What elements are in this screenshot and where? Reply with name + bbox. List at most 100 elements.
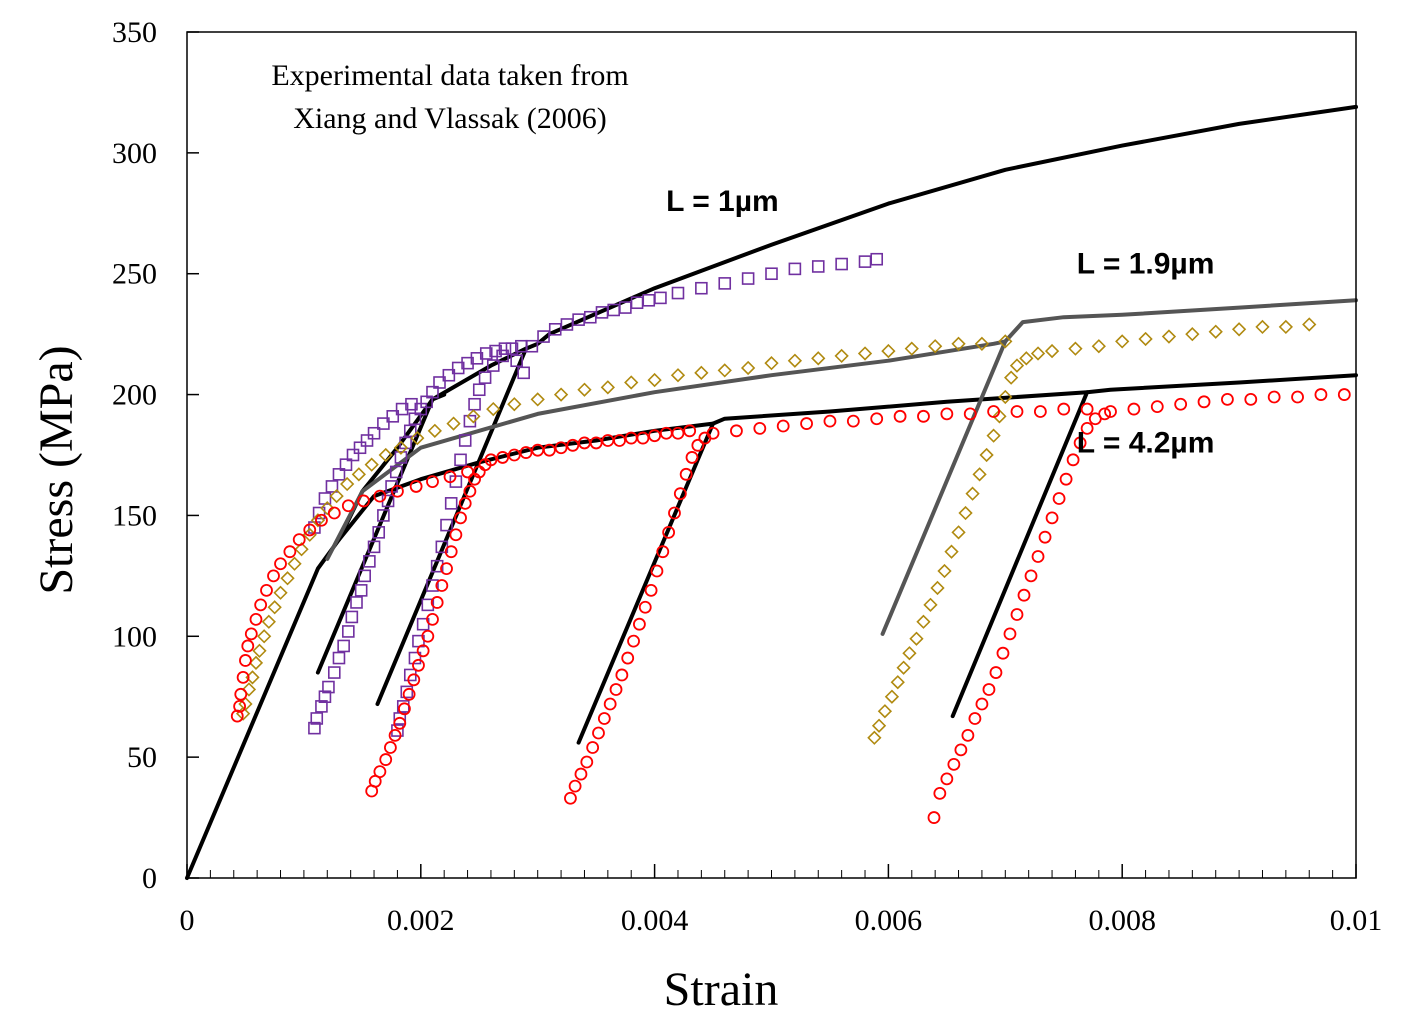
data-point-diamond xyxy=(1004,370,1019,385)
data-point-square xyxy=(870,252,884,266)
data-point-diamond xyxy=(877,704,893,719)
data-point-diamond xyxy=(923,597,938,612)
curve-labels-layer: L = 1µm L = 1.9µm L = 4.2µm xyxy=(666,185,1214,460)
data-point-diamond xyxy=(252,643,267,658)
data-point-circle xyxy=(254,598,268,612)
data-point-circle xyxy=(917,409,930,423)
data-point-diamond xyxy=(1019,351,1034,366)
data-point-circle xyxy=(589,436,603,450)
curve-label: L = 4.2µm xyxy=(1077,427,1215,460)
data-point-diamond xyxy=(1255,319,1270,335)
data-point-circle xyxy=(954,743,968,757)
data-point-diamond xyxy=(857,346,873,361)
data-point-square xyxy=(741,272,755,285)
data-point-circle xyxy=(239,654,252,667)
data-point-circle xyxy=(609,683,623,696)
data-point-square xyxy=(377,509,390,522)
data-point-circle xyxy=(341,499,355,513)
data-point-circle xyxy=(947,757,961,771)
data-point-circle xyxy=(393,716,407,730)
data-point-circle xyxy=(458,496,472,510)
data-point-circle xyxy=(1104,405,1117,418)
data-point-circle xyxy=(1010,608,1024,621)
data-point-circle xyxy=(412,658,425,672)
data-point-circle xyxy=(564,791,577,805)
data-point-circle xyxy=(870,412,884,426)
data-point-circle xyxy=(519,446,533,459)
data-point-circle xyxy=(633,617,646,631)
data-point-circle xyxy=(933,787,947,800)
data-point-diamond xyxy=(670,368,686,383)
data-point-circle xyxy=(409,480,423,493)
data-point-diamond xyxy=(530,392,545,407)
data-point-circle xyxy=(638,600,652,614)
data-point-diamond xyxy=(1185,327,1200,342)
data-point-circle xyxy=(554,441,568,455)
data-point-square xyxy=(322,680,335,694)
data-point-circle xyxy=(357,494,370,508)
data-point-circle xyxy=(691,438,705,452)
data-point-square xyxy=(479,347,493,360)
data-point-diamond xyxy=(904,341,919,356)
data-point-circle xyxy=(1031,550,1045,563)
data-point-circle xyxy=(963,407,977,421)
data-point-square xyxy=(345,610,359,624)
data-point-square xyxy=(350,596,363,609)
data-point-square xyxy=(389,465,403,479)
data-point-diamond xyxy=(890,675,905,690)
data-point-square xyxy=(360,434,374,447)
data-point-square xyxy=(342,625,355,638)
data-point-diamond xyxy=(1068,341,1083,356)
x-tick-label: 0.008 xyxy=(1088,904,1156,937)
data-point-diamond xyxy=(896,660,911,675)
data-point-circle xyxy=(407,673,421,687)
data-point-square xyxy=(765,267,778,281)
data-point-circle xyxy=(292,533,306,546)
data-point-circle xyxy=(1066,453,1080,467)
data-point-circle xyxy=(800,417,813,430)
data-point-diamond xyxy=(320,501,335,516)
data-point-circle xyxy=(249,612,263,626)
data-point-circle xyxy=(671,426,685,440)
data-point-diamond xyxy=(951,336,966,351)
data-point-square xyxy=(377,417,390,430)
annotation-line-1: Experimental data taken from xyxy=(271,59,628,92)
data-point-square xyxy=(339,458,353,471)
data-point-square xyxy=(426,385,439,399)
data-point-circle xyxy=(426,475,439,488)
data-point-diamond xyxy=(787,353,803,368)
data-point-diamond xyxy=(1009,358,1025,373)
data-point-circle xyxy=(613,434,626,447)
data-point-diamond xyxy=(261,614,276,629)
data-point-diamond xyxy=(811,351,826,366)
data-point-circle xyxy=(961,728,975,742)
data-point-circle xyxy=(260,583,273,597)
data-point-square xyxy=(315,700,328,713)
data-point-square xyxy=(310,712,324,725)
data-point-circle xyxy=(679,467,693,481)
data-point-circle xyxy=(668,506,681,520)
data-point-square xyxy=(671,286,685,300)
data-point-circle xyxy=(566,438,580,452)
data-point-circle xyxy=(1017,588,1031,602)
data-point-diamond xyxy=(1030,346,1046,361)
data-point-diamond xyxy=(694,365,709,380)
data-point-square xyxy=(353,441,367,455)
data-point-circle xyxy=(379,753,393,766)
data-point-circle xyxy=(1003,627,1017,641)
data-point-square xyxy=(400,685,414,699)
data-point-circle xyxy=(244,627,258,641)
data-point-circle xyxy=(776,419,790,433)
data-point-circle xyxy=(753,422,767,435)
data-point-square xyxy=(405,397,418,411)
data-point-diamond xyxy=(979,447,994,463)
data-point-circle xyxy=(1244,393,1258,406)
x-axis-title: Strain xyxy=(664,963,779,1016)
data-point-circle xyxy=(274,557,287,571)
x-tick-label: 0 xyxy=(180,904,195,937)
data-point-square xyxy=(788,262,802,276)
data-point-diamond xyxy=(427,423,442,438)
data-point-circle xyxy=(940,772,954,786)
